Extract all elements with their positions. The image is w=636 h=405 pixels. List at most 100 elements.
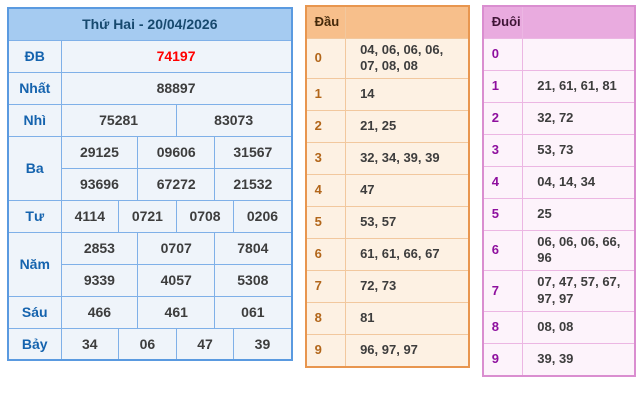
prize-label-nhat: Nhất — [7, 71, 62, 105]
duoi-digit: 2 — [482, 101, 524, 135]
prize-value: 88897 — [60, 71, 293, 105]
prize-value: 0721 — [118, 199, 177, 233]
prize-label-nam: Năm — [7, 231, 62, 297]
duoi-row-4: 4 04, 14, 34 — [482, 165, 636, 199]
dau-table: Đầu 0 04, 06, 06, 06, 07, 08, 08 1 14 2 … — [304, 5, 470, 368]
duoi-row-5: 5 25 — [482, 197, 636, 231]
dau-row-4: 4 47 — [305, 174, 470, 208]
duoi-row-0: 0 — [482, 37, 636, 71]
table-row-tu: Tư 4114 0721 0708 0206 — [7, 199, 293, 233]
duoi-digit: 1 — [482, 69, 524, 103]
table-row-ba-2: 93696 67272 21532 — [8, 167, 293, 201]
dau-values: 81 — [345, 302, 470, 336]
dau-header-label: Đầu — [305, 5, 347, 39]
dau-values: 96, 97, 97 — [345, 334, 470, 368]
dau-row-0: 0 04, 06, 06, 06, 07, 08, 08 — [305, 37, 470, 80]
dau-values: 61, 61, 66, 67 — [345, 238, 470, 272]
dau-row-3: 3 32, 34, 39, 39 — [305, 142, 470, 176]
prize-label-sau: Sáu — [7, 295, 62, 329]
duoi-values — [522, 37, 636, 71]
dau-digit: 9 — [305, 334, 347, 368]
prize-value: 39 — [233, 327, 293, 361]
duoi-digit: 3 — [482, 133, 524, 167]
duoi-row-2: 2 32, 72 — [482, 101, 636, 135]
table-header-row: Thứ Hai - 20/04/2026 — [7, 7, 293, 41]
prize-value: 75281 — [60, 103, 177, 137]
duoi-digit: 0 — [482, 37, 524, 71]
prize-value: 061 — [214, 295, 293, 329]
dau-row-8: 8 81 — [305, 302, 470, 336]
prize-value: 461 — [137, 295, 216, 329]
prize-value: 0707 — [137, 231, 216, 265]
prize-value: 4057 — [137, 263, 216, 297]
prize-value: 31567 — [214, 135, 293, 169]
duoi-header-row: Đuôi — [482, 5, 636, 39]
table-row-sau: Sáu 466 461 061 — [7, 295, 293, 329]
prize-label-tu: Tư — [7, 199, 62, 233]
dau-values: 04, 06, 06, 06, 07, 08, 08 — [345, 37, 470, 80]
duoi-row-7: 7 07, 47, 57, 67, 97, 97 — [482, 270, 636, 313]
duoi-values: 04, 14, 34 — [522, 165, 636, 199]
duoi-header-label: Đuôi — [482, 5, 524, 39]
duoi-values: 25 — [522, 197, 636, 231]
duoi-values: 21, 61, 61, 81 — [522, 69, 636, 103]
prize-value: 29125 — [60, 135, 139, 169]
dau-row-2: 2 21, 25 — [305, 110, 470, 144]
dau-digit: 0 — [305, 37, 347, 80]
duoi-values: 53, 73 — [522, 133, 636, 167]
prize-value: 0708 — [175, 199, 235, 233]
dau-digit: 5 — [305, 206, 347, 240]
prize-value: 09606 — [137, 135, 216, 169]
duoi-values: 39, 39 — [522, 343, 636, 377]
dau-row-1: 1 14 — [305, 78, 470, 112]
dau-row-6: 6 61, 61, 66, 67 — [305, 238, 470, 272]
dau-digit: 1 — [305, 78, 347, 112]
duoi-row-8: 8 08, 08 — [482, 311, 636, 345]
dau-digit: 2 — [305, 110, 347, 144]
prize-value: 2853 — [60, 231, 139, 265]
prize-value: 21532 — [214, 167, 293, 201]
table-row-bay: Bảy 34 06 47 39 — [7, 327, 293, 361]
duoi-digit: 6 — [482, 229, 524, 272]
duoi-digit: 7 — [482, 270, 524, 313]
prize-value: 7804 — [214, 231, 293, 265]
duoi-values: 07, 47, 57, 67, 97, 97 — [522, 270, 636, 313]
prize-value: 4114 — [60, 199, 120, 233]
duoi-digit: 5 — [482, 197, 524, 231]
duoi-row-6: 6 06, 06, 06, 66, 96 — [482, 229, 636, 272]
table-row-nhat: Nhất 88897 — [7, 71, 293, 105]
dau-digit: 3 — [305, 142, 347, 176]
duoi-values: 06, 06, 06, 66, 96 — [522, 229, 636, 272]
dau-values: 32, 34, 39, 39 — [345, 142, 470, 176]
prize-value: 466 — [60, 295, 139, 329]
draw-date-title: Thứ Hai - 20/04/2026 — [7, 7, 293, 41]
table-row-ba-1: Ba 29125 09606 31567 — [7, 135, 293, 201]
prize-value: 34 — [60, 327, 120, 361]
prize-label-nhi: Nhì — [7, 103, 62, 137]
duoi-row-9: 9 39, 39 — [482, 343, 636, 377]
dau-digit: 4 — [305, 174, 347, 208]
duoi-header-empty — [522, 5, 636, 39]
dau-values: 14 — [345, 78, 470, 112]
duoi-row-3: 3 53, 73 — [482, 133, 636, 167]
dau-values: 21, 25 — [345, 110, 470, 144]
lottery-results-page: Thứ Hai - 20/04/2026 ĐB 74197 Nhất 88897… — [7, 5, 636, 377]
dau-digit: 8 — [305, 302, 347, 336]
prize-label-bay: Bảy — [7, 327, 62, 361]
table-row-nam-1: Năm 2853 0707 7804 — [7, 231, 293, 297]
prize-value: 9339 — [60, 263, 139, 297]
prize-value: 5308 — [214, 263, 293, 297]
prize-label-ba: Ba — [7, 135, 62, 201]
dau-row-9: 9 96, 97, 97 — [305, 334, 470, 368]
dau-row-7: 7 72, 73 — [305, 270, 470, 304]
dau-row-5: 5 53, 57 — [305, 206, 470, 240]
dau-digit: 6 — [305, 238, 347, 272]
dau-digit: 7 — [305, 270, 347, 304]
prize-value: 47 — [175, 327, 235, 361]
table-row-nhi: Nhì 75281 83073 — [7, 103, 293, 137]
dau-values: 53, 57 — [345, 206, 470, 240]
dau-values: 72, 73 — [345, 270, 470, 304]
duoi-digit: 9 — [482, 343, 524, 377]
table-row-db: ĐB 74197 — [7, 39, 293, 73]
duoi-digit: 8 — [482, 311, 524, 345]
